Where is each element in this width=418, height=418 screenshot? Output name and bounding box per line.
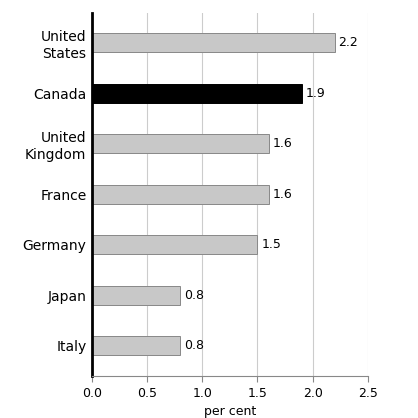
Bar <box>92 33 335 52</box>
Text: 0.8: 0.8 <box>184 289 204 302</box>
Text: 1.5: 1.5 <box>261 238 281 251</box>
Text: 1.9: 1.9 <box>306 87 325 100</box>
Bar <box>92 84 302 103</box>
Text: 1.6: 1.6 <box>273 188 292 201</box>
Text: 2.2: 2.2 <box>339 36 358 49</box>
X-axis label: per cent: per cent <box>204 405 256 418</box>
Bar <box>92 134 268 153</box>
Bar <box>92 336 180 355</box>
Bar <box>92 185 268 204</box>
Bar <box>92 286 180 305</box>
Text: 0.8: 0.8 <box>184 339 204 352</box>
Bar <box>92 235 257 255</box>
Text: 1.6: 1.6 <box>273 138 292 150</box>
